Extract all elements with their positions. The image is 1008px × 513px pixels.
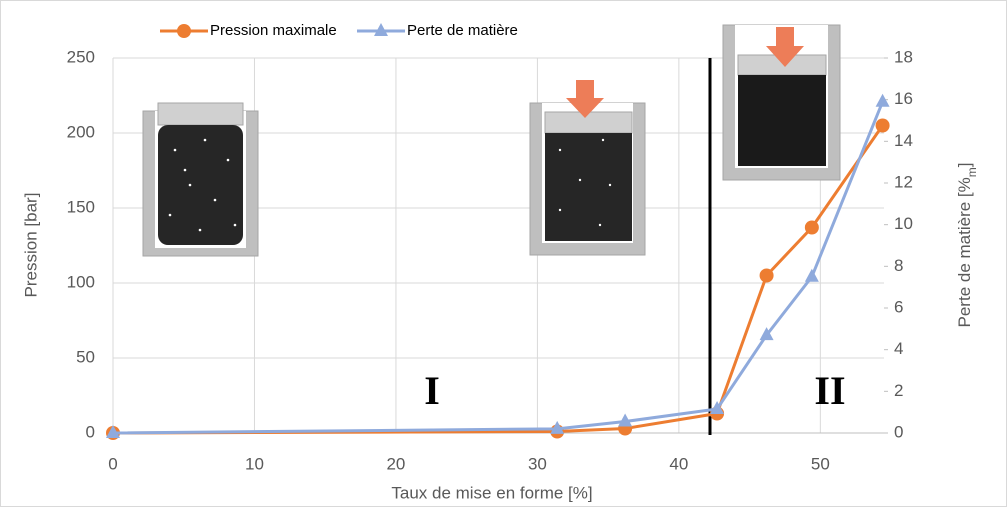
legend-label: Perte de matière [407,22,518,39]
y-tick-label: 150 [67,197,95,216]
legend-marker [374,23,388,36]
y2-tick-label: 18 [894,47,913,66]
legend-label: Pression maximale [210,22,337,39]
x-tick-label: 50 [811,454,830,473]
y2-tick-label: 14 [894,131,913,150]
x-tick-label: 0 [108,454,117,473]
annotation: I [424,368,440,413]
y2-tick-label: 2 [894,381,903,400]
y2-tick-label: 10 [894,214,913,233]
x-tick-label: 30 [528,454,547,473]
y-tick-label: 250 [67,47,95,66]
point [618,413,633,427]
annotation: II [814,368,845,413]
y2-tick-label: 4 [894,339,903,358]
y-tick-label: 50 [76,347,95,366]
point [550,420,565,434]
y2-tick-label: 16 [894,89,913,108]
y2-axis-title-sub: m [965,167,979,177]
point [710,401,725,415]
illustration-dense [722,24,841,181]
x-tick-label: 40 [669,454,688,473]
y2-axis-title-main: Perte de matière [% [955,177,974,327]
y-tick-label: 200 [67,122,95,141]
y-tick-label: 0 [86,422,95,441]
y2-tick-label: 8 [894,256,903,275]
y-axis-title: Pression [bar] [21,193,40,298]
point [804,220,819,235]
y2-tick-label: 0 [894,422,903,441]
y-tick-label: 100 [67,272,95,291]
illustration-compressed [529,80,646,256]
y2-axis-title: Perte de matière [%m] [955,163,979,328]
legend-marker [177,24,191,38]
x-tick-label: 10 [245,454,264,473]
point [804,268,819,282]
point [875,118,890,133]
x-tick-label: 20 [386,454,405,473]
point [875,93,890,107]
point [759,327,774,341]
illustration-loose [142,102,259,257]
y2-tick-label: 12 [894,172,913,191]
y2-axis-title-end: ] [955,163,974,168]
x-axis-title: Taux de mise en forme [%] [391,483,592,502]
y2-tick-label: 6 [894,297,903,316]
point [759,268,774,283]
point [106,425,120,438]
